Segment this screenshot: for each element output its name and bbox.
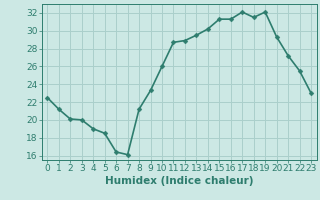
X-axis label: Humidex (Indice chaleur): Humidex (Indice chaleur) bbox=[105, 176, 253, 186]
